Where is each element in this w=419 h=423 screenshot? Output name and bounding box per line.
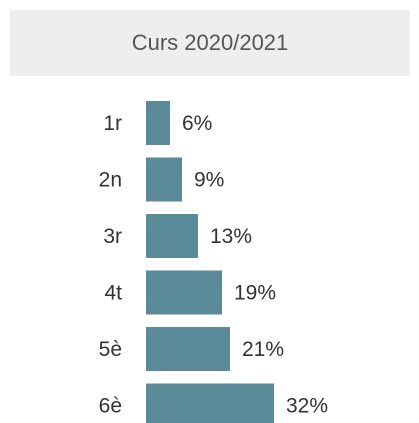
value-label: 32%	[286, 395, 328, 418]
value-label: 19%	[234, 282, 276, 305]
bar	[146, 270, 222, 315]
category-label: 1r	[103, 112, 122, 135]
bar	[146, 157, 182, 202]
bar	[146, 214, 198, 258]
value-label: 9%	[194, 169, 224, 192]
bar	[146, 383, 274, 423]
category-label: 6è	[99, 395, 122, 418]
chart-title-bar: Curs 2020/2021	[10, 10, 410, 76]
value-label: 6%	[182, 112, 212, 135]
bar	[146, 101, 170, 145]
category-label: 4t	[104, 282, 122, 305]
value-label: 13%	[210, 225, 252, 248]
value-label: 21%	[242, 338, 284, 361]
category-label: 2n	[99, 169, 122, 192]
category-label: 5è	[99, 338, 122, 361]
category-label: 3r	[103, 225, 122, 248]
chart-title: Curs 2020/2021	[131, 30, 289, 55]
bar	[146, 327, 230, 371]
